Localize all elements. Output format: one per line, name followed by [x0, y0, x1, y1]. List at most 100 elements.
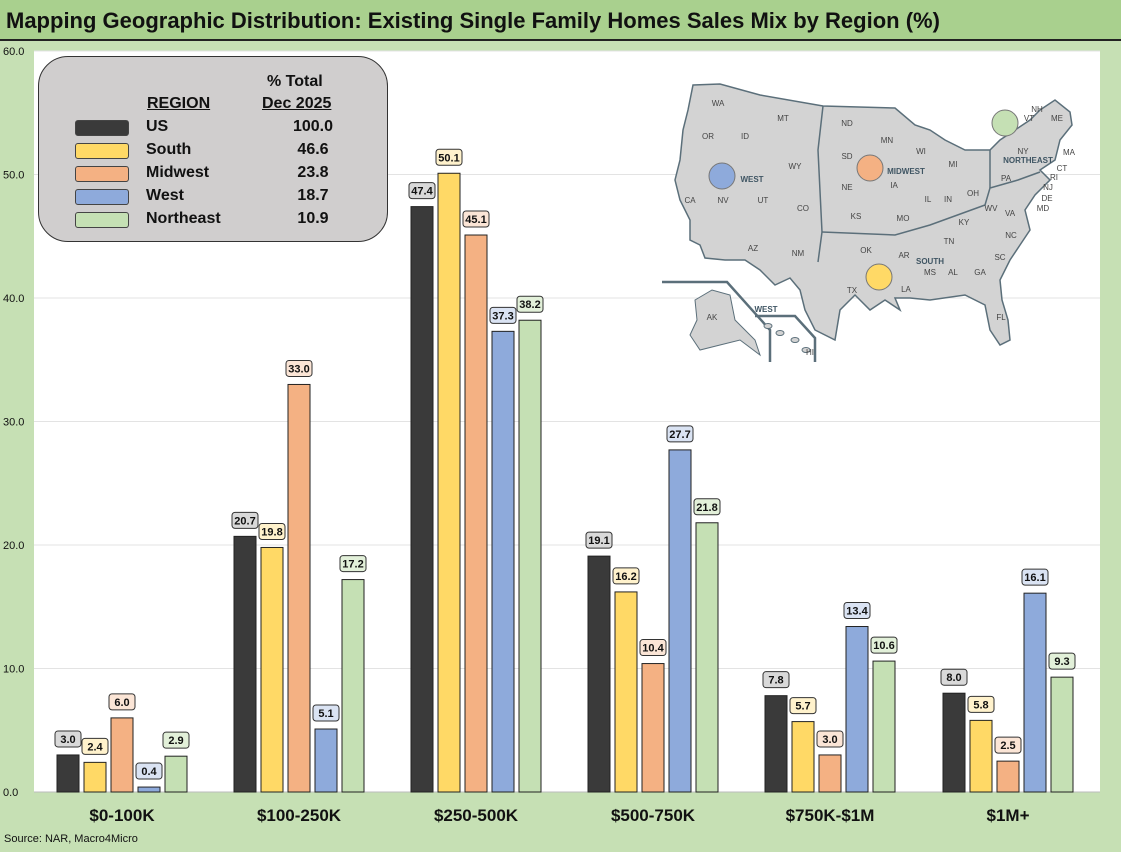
legend-region-value: 23.8 [297, 164, 329, 181]
region-label: WEST [740, 175, 763, 184]
data-label-box [940, 668, 968, 686]
bar-west [137, 786, 161, 793]
state-label: AZ [748, 244, 758, 253]
data-label: 33.0 [288, 363, 309, 375]
data-label: 3.0 [60, 734, 75, 746]
data-label: 0.4 [141, 766, 157, 778]
state-label: IL [925, 195, 932, 204]
data-label: 17.2 [342, 559, 363, 571]
data-label: 16.1 [1024, 572, 1045, 584]
bar-northeast [518, 319, 542, 793]
data-label-box [462, 210, 490, 228]
y-tick-label: 50.0 [3, 170, 24, 182]
data-label: 21.8 [696, 502, 717, 514]
data-label-box [231, 511, 259, 529]
hawaii-island [801, 347, 811, 353]
state-label: NJ [1043, 183, 1053, 192]
state-label: MT [777, 114, 789, 123]
data-label-box [162, 731, 190, 749]
bar-us [764, 695, 788, 793]
hawaii-island [775, 330, 785, 336]
legend-region-name: South [146, 141, 192, 158]
state-label: NY [1017, 147, 1029, 156]
bar-northeast [1050, 676, 1074, 793]
data-label-box [108, 693, 136, 711]
state-label: NH [1031, 105, 1043, 114]
bar-us [410, 206, 434, 793]
data-label: 19.1 [588, 535, 609, 547]
region-marker-northeast [991, 109, 1019, 137]
x-tick-label: $1M+ [987, 806, 1030, 825]
legend-header-region: REGION [147, 95, 211, 112]
bar-us [587, 555, 611, 793]
legend-swatch [75, 166, 129, 182]
data-label-box [1021, 568, 1049, 586]
legend-region-name: Northeast [146, 210, 221, 227]
region-border [821, 171, 1041, 236]
legend-region-name: West [146, 187, 184, 204]
x-tick-label: $750K-$1M [786, 806, 875, 825]
bar-midwest [464, 234, 488, 793]
bar-south [791, 721, 815, 793]
y-tick-label: 20.0 [3, 540, 24, 552]
legend-header-pct: % Total [267, 73, 323, 90]
bar-us [233, 535, 257, 793]
bar-midwest [110, 717, 134, 793]
data-label: 45.1 [465, 214, 486, 226]
state-label: SC [994, 253, 1005, 262]
region-label: NORTHEAST [1003, 156, 1053, 165]
state-label: RI [1050, 173, 1058, 182]
data-label-box [789, 697, 817, 715]
state-label: AK [707, 313, 718, 322]
data-label-box [994, 736, 1022, 754]
data-label-box [967, 695, 995, 713]
data-label-box [666, 425, 694, 443]
bar-midwest [287, 383, 311, 793]
state-label: CT [1057, 164, 1068, 173]
data-label: 10.6 [873, 640, 894, 652]
region-marker-west [708, 162, 736, 190]
state-label: CO [797, 204, 809, 213]
state-label: ME [1051, 114, 1063, 123]
state-label: WV [985, 204, 999, 213]
state-label: MI [949, 160, 958, 169]
state-label: KY [959, 218, 970, 227]
state-label: TN [944, 237, 955, 246]
state-label: AR [898, 251, 909, 260]
x-tick-label: $100-250K [257, 806, 342, 825]
data-label: 6.0 [114, 697, 129, 709]
bar-northeast [695, 522, 719, 793]
data-label: 9.3 [1054, 656, 1069, 668]
data-label-box [258, 522, 286, 540]
data-label-box [1048, 652, 1076, 670]
bar-west [314, 728, 338, 793]
legend-swatch [75, 189, 129, 205]
legend-swatch [75, 212, 129, 228]
state-label: GA [974, 268, 986, 277]
data-label: 3.0 [822, 734, 837, 746]
state-label: NM [792, 249, 805, 258]
state-label: NV [717, 196, 729, 205]
data-label: 13.4 [846, 606, 868, 618]
legend-swatch [75, 120, 129, 136]
x-tick-label: $500-750K [611, 806, 696, 825]
bar-south [437, 172, 461, 793]
state-label: ND [841, 119, 853, 128]
data-label-box [54, 730, 82, 748]
state-label: WA [712, 99, 725, 108]
data-label: 2.4 [87, 741, 103, 753]
legend-region-value: 100.0 [292, 118, 334, 135]
legend-region-name: US [146, 118, 169, 135]
inset-border [755, 314, 817, 362]
data-label: 5.1 [318, 708, 333, 720]
bar-midwest [996, 760, 1020, 793]
data-label: 2.9 [168, 735, 183, 747]
state-label: NE [841, 183, 852, 192]
state-label: KS [851, 212, 862, 221]
data-label: 50.1 [438, 152, 459, 164]
data-label-box [585, 531, 613, 549]
y-tick-label: 30.0 [3, 417, 24, 429]
data-label-box [693, 498, 721, 516]
bar-west [845, 626, 869, 793]
data-label: 16.2 [615, 571, 636, 583]
